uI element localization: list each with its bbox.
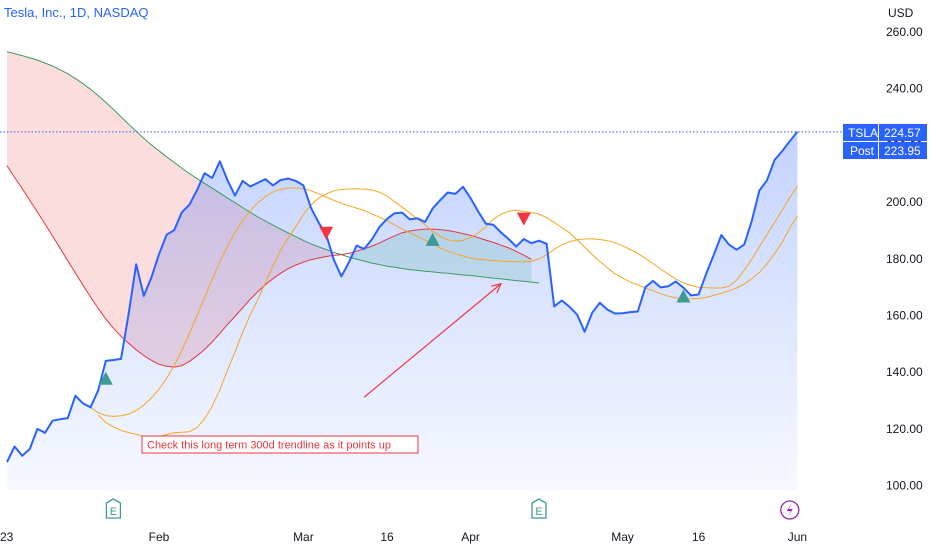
post-tag [843, 142, 878, 159]
earnings-label: E [110, 506, 117, 518]
y-tick-label: 180.00 [886, 252, 923, 266]
x-tick-label: 23 [0, 530, 14, 544]
price-area [7, 131, 798, 491]
symbol-tag-text: TSLA [848, 126, 878, 140]
post-price-text: 223.95 [884, 144, 921, 158]
earnings-icon[interactable] [531, 498, 547, 519]
annotation-box [141, 435, 419, 454]
y-tick-label: 160.00 [886, 308, 923, 322]
post-price-tag [879, 142, 927, 159]
annotation-arrow-head [491, 282, 503, 294]
ma-green-line [6, 51, 540, 284]
y-tick-label: 240.00 [886, 82, 923, 96]
x-tick-label: 16 [692, 530, 706, 544]
annotation-arrow-line [363, 283, 502, 398]
earnings-icon[interactable] [105, 498, 122, 519]
annotation-text: Check this long term 300d trendline as i… [147, 440, 391, 452]
x-tick-label: Feb [149, 530, 170, 544]
x-tick-label: Mar [293, 530, 314, 544]
buy-signal-marker [98, 371, 113, 385]
chart-title: Tesla, Inc., 1D, NASDAQ [4, 5, 149, 20]
sell-signal-marker [319, 226, 334, 240]
last-price-tag [879, 124, 927, 141]
y-axis-currency: USD [888, 6, 914, 20]
post-tag-text: Post [850, 144, 875, 158]
last-price-text: 224.57 [884, 126, 921, 140]
y-tick-label: 100.00 [886, 479, 923, 493]
ma-red-line [6, 165, 532, 368]
price-line [6, 131, 799, 463]
buy-signal-marker [676, 289, 691, 303]
x-tick-label: Apr [461, 530, 480, 544]
y-tick-label: 120.00 [886, 422, 923, 436]
y-tick-label: 200.00 [886, 195, 923, 209]
earnings-label: E [535, 506, 542, 518]
x-tick-label: Jun [788, 530, 807, 544]
ma-mid-line [90, 186, 798, 417]
flash-bolt [786, 503, 793, 517]
y-tick-label: 260.00 [886, 25, 923, 39]
y-tick-label: 140.00 [886, 365, 923, 379]
sell-signal-marker [516, 212, 531, 226]
buy-signal-marker [425, 232, 440, 246]
x-tick-label: May [611, 530, 634, 544]
x-tick-label: 16 [380, 530, 394, 544]
symbol-tag [843, 124, 878, 141]
